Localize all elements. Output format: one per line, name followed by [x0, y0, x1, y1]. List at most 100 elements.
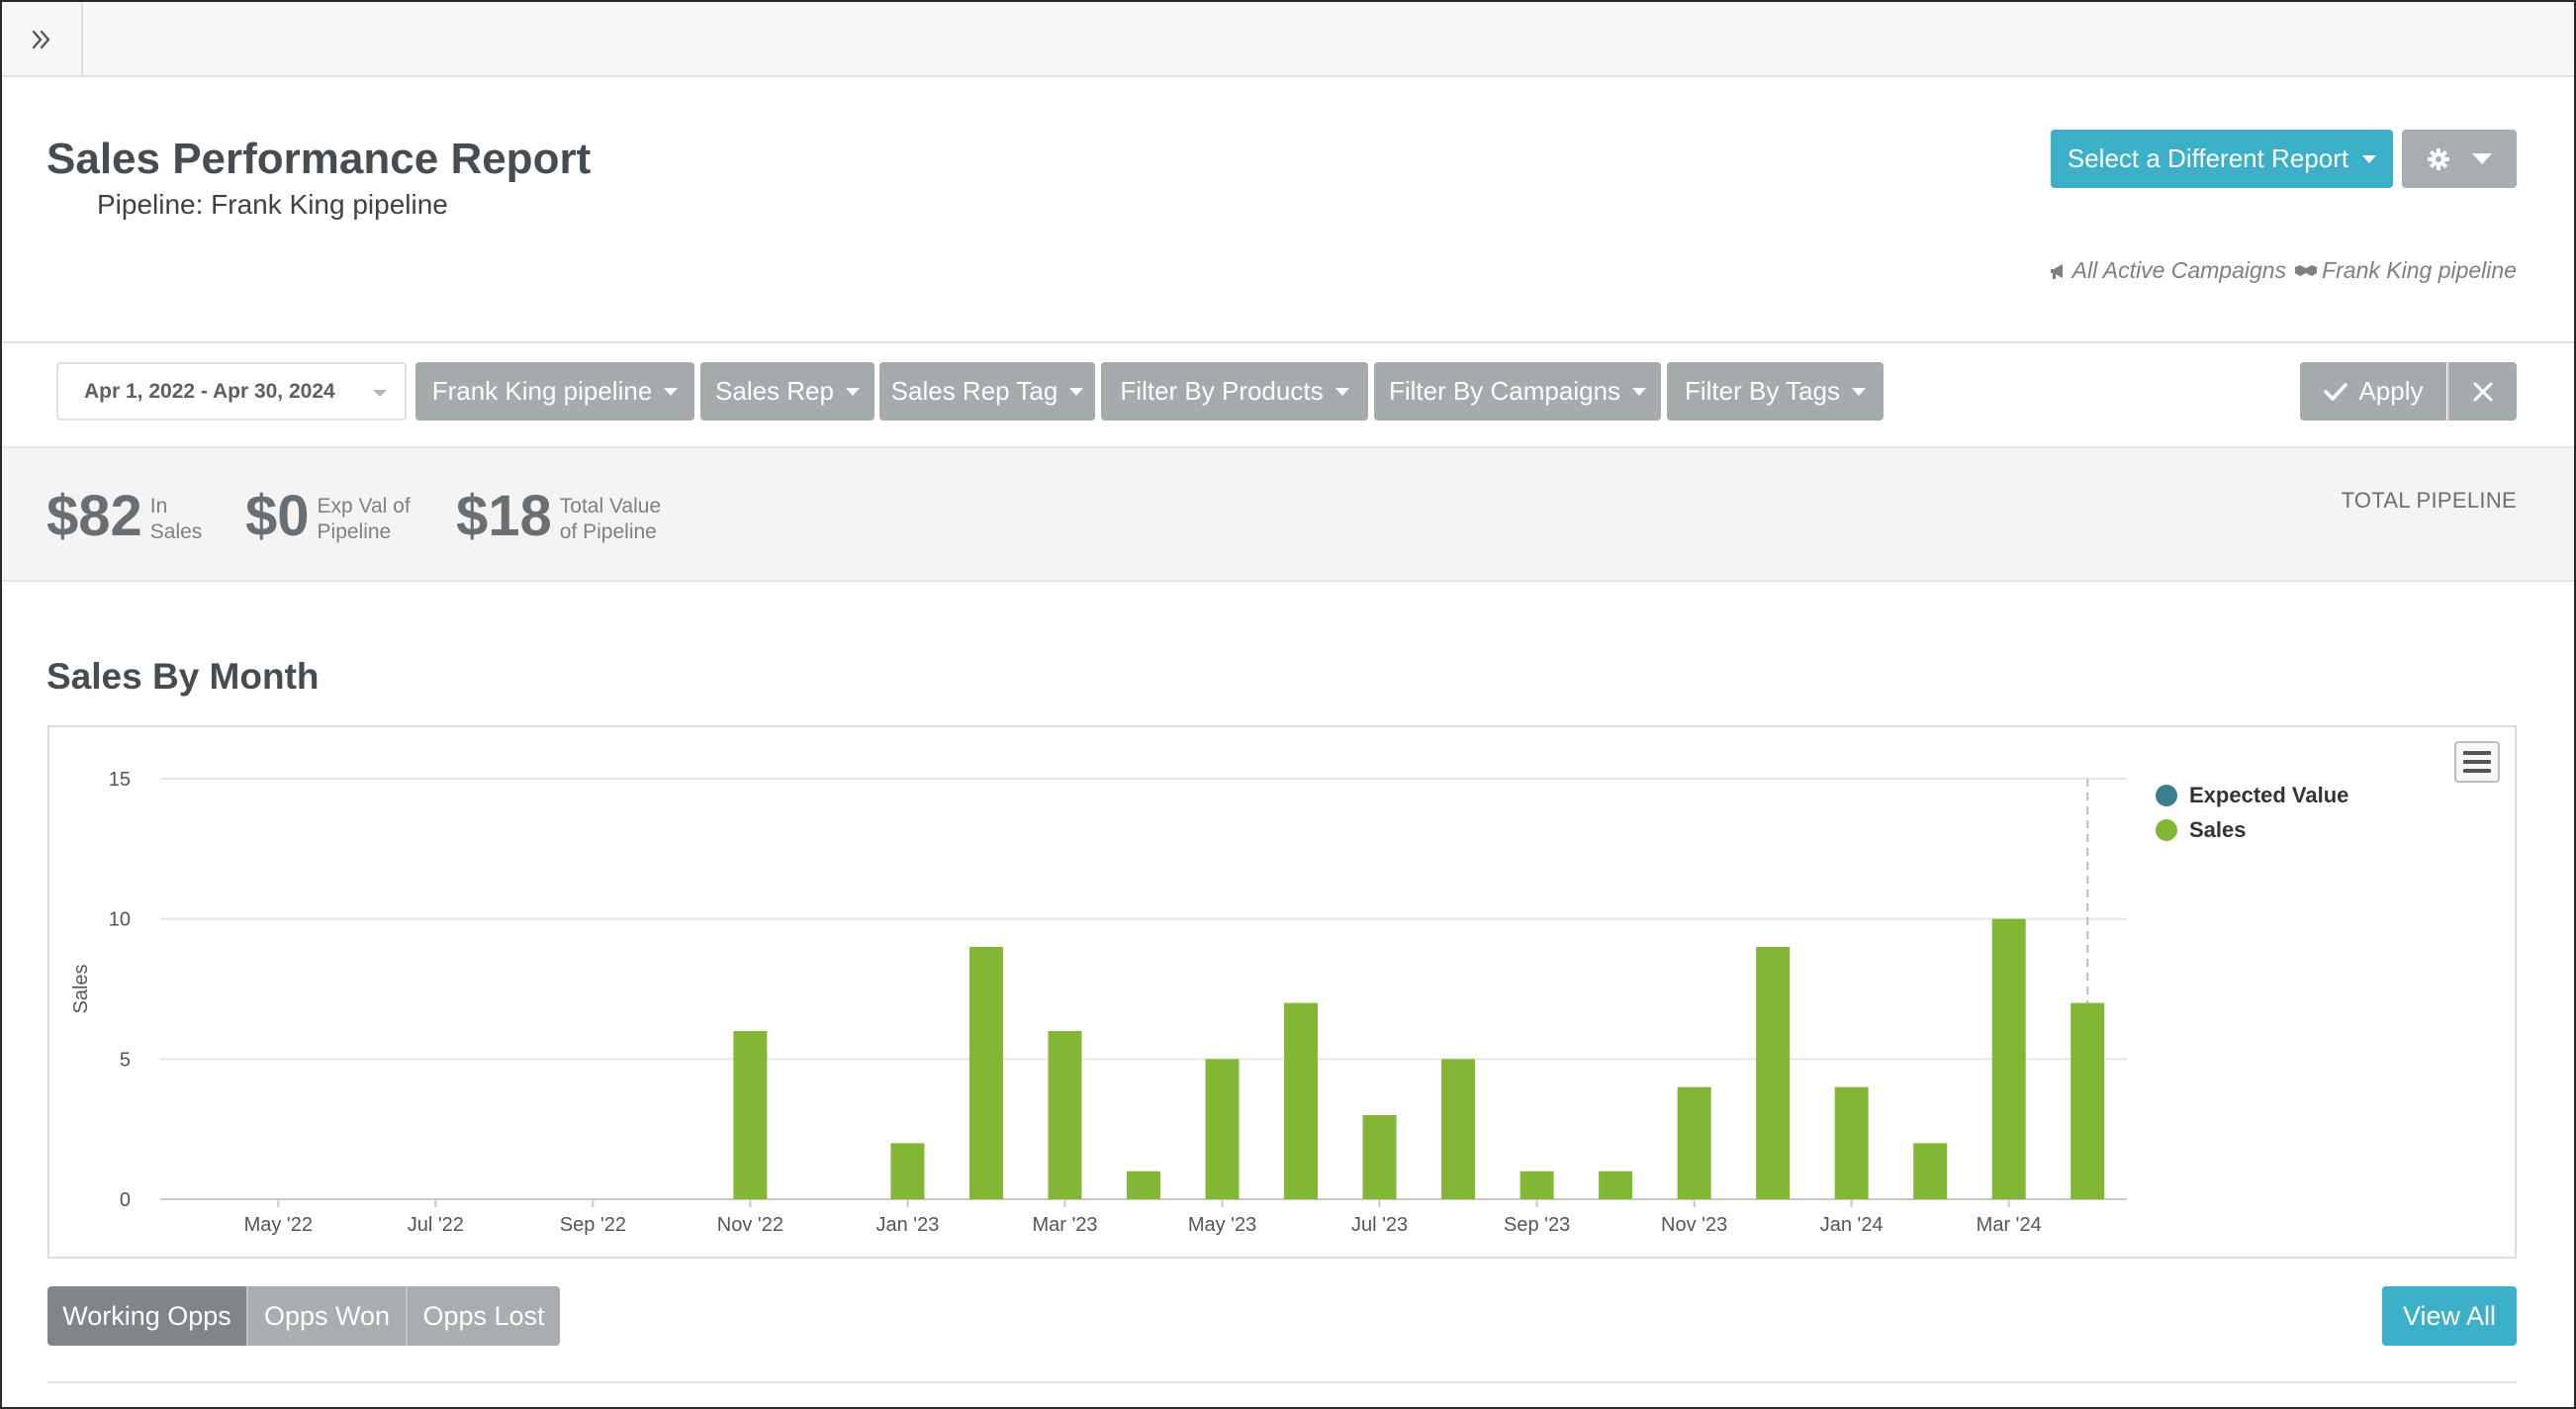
stat-value: $18 [456, 484, 552, 548]
tab-opps-won[interactable]: Opps Won [248, 1286, 408, 1346]
products-filter-button[interactable]: Filter By Products [1101, 362, 1368, 421]
legend-item-sales[interactable]: Sales [2156, 812, 2348, 847]
bar-sales [2070, 1002, 2105, 1199]
campaigns-filter-button[interactable]: Filter By Campaigns [1374, 362, 1661, 421]
x-tick-label: May '23 [1188, 1214, 1256, 1236]
divider [2, 341, 2574, 343]
double-chevron-right-icon [32, 30, 50, 49]
bar-sales [1205, 1059, 1240, 1199]
pipeline-context: Frank King pipeline [2322, 257, 2517, 283]
bar-sales [1756, 947, 1791, 1199]
bar-sales [1284, 1002, 1319, 1199]
caret-down-icon [1632, 387, 1647, 396]
bar-sales [1991, 918, 2026, 1199]
sales-by-month-chart: 0 5 10 15 Sales May '22 Jul '22 Sep '22 Nov '22 J… [47, 725, 2517, 1259]
bar-sales [1362, 1115, 1397, 1199]
caret-down-icon [2472, 153, 2492, 164]
stat-value: $0 [245, 484, 310, 548]
x-tick-label: Jan '23 [876, 1214, 940, 1236]
bar-sales [1599, 1171, 1633, 1199]
select-report-label: Select a Different Report [2067, 143, 2349, 173]
chart-menu-button[interactable] [2454, 741, 2500, 783]
y-tick-label: 5 [120, 1049, 131, 1071]
view-all-button[interactable]: View All [2382, 1286, 2517, 1346]
campaigns-context: All Active Campaigns [2071, 257, 2287, 283]
select-report-button[interactable]: Select a Different Report [2051, 130, 2393, 188]
bar-sales [1441, 1059, 1476, 1199]
x-tick-label: Sep '23 [1504, 1214, 1570, 1236]
bar-sales [733, 1031, 768, 1199]
legend-label: Expected Value [2189, 782, 2349, 807]
apply-button[interactable]: Apply [2300, 362, 2446, 421]
x-tick-label: May '22 [244, 1214, 313, 1236]
bar-sales [890, 1143, 925, 1199]
stat-exp-val: $0 Exp Val of Pipeline [245, 488, 411, 546]
sales-rep-tag-filter-label: Sales Rep Tag [890, 376, 1058, 406]
close-icon [2473, 382, 2493, 401]
legend-item-expected-value[interactable]: Expected Value [2156, 778, 2348, 812]
date-range-value: Apr 1, 2022 - Apr 30, 2024 [84, 379, 335, 403]
summary-band: $82 In Sales $0 Exp Val of Pipeline $18 To… [2, 446, 2574, 582]
divider [47, 1381, 2517, 1383]
bar-sales [968, 947, 1003, 1199]
tab-working-opps[interactable]: Working Opps [47, 1286, 248, 1346]
bar-sales [1834, 1086, 1869, 1199]
caret-down-icon [1069, 387, 1084, 396]
tab-opps-lost[interactable]: Opps Lost [408, 1286, 560, 1346]
bar-sales [1677, 1086, 1711, 1199]
check-icon [2324, 382, 2348, 401]
tags-filter-button[interactable]: Filter By Tags [1667, 362, 1884, 421]
page-subtitle: Pipeline: Frank King pipeline [97, 189, 448, 220]
clear-filters-button[interactable] [2447, 362, 2517, 421]
hamburger-icon-line [2463, 751, 2491, 755]
stat-value: $82 [46, 484, 142, 548]
page-title: Sales Performance Report [46, 135, 592, 183]
y-axis-label: Sales [70, 964, 92, 1013]
gear-icon [2428, 147, 2449, 170]
x-tick-label: Jul '22 [408, 1214, 464, 1236]
chart-legend: Expected Value Sales [2156, 778, 2348, 847]
stat-total-value: $18 Total Value of Pipeline [456, 488, 661, 546]
stat-label: In Sales [149, 495, 203, 544]
y-tick-label: 0 [120, 1189, 131, 1211]
date-range-picker[interactable]: Apr 1, 2022 - Apr 30, 2024 [56, 362, 407, 421]
stat-label: Total Value of Pipeline [559, 495, 662, 544]
settings-dropdown-button[interactable] [2402, 130, 2517, 188]
opps-tabs: Working Opps Opps Won Opps Lost [47, 1286, 560, 1346]
caret-down-icon [2362, 154, 2377, 163]
handshake-icon [2295, 264, 2318, 276]
chart-section-title: Sales By Month [46, 656, 320, 697]
x-tick-label: Jul '23 [1351, 1214, 1408, 1236]
caret-down-icon [373, 390, 387, 397]
bar-sales [1048, 1031, 1082, 1199]
legend-label: Sales [2189, 816, 2247, 842]
pipeline-filter-button[interactable]: Frank King pipeline [415, 362, 694, 421]
sales-rep-tag-filter-button[interactable]: Sales Rep Tag [879, 362, 1095, 421]
y-tick-label: 15 [109, 769, 131, 791]
y-tick-label: 10 [109, 909, 131, 931]
hamburger-icon-line [2463, 769, 2491, 773]
chart-svg: 0 5 10 15 Sales May '22 Jul '22 Sep '22 Nov '22 J… [70, 769, 2127, 1236]
total-pipeline-label: TOTAL PIPELINE [2341, 488, 2517, 513]
x-tick-label: Jan '24 [1820, 1214, 1884, 1236]
products-filter-label: Filter By Products [1120, 376, 1324, 406]
bar-sales [1913, 1143, 1948, 1199]
x-tick-label: Sep '22 [560, 1214, 626, 1236]
caret-down-icon [1852, 387, 1866, 396]
bar-sales [1127, 1171, 1160, 1199]
sales-rep-filter-button[interactable]: Sales Rep [700, 362, 874, 421]
stat-in-sales: $82 In Sales [46, 488, 202, 546]
sales-rep-filter-label: Sales Rep [715, 376, 834, 406]
megaphone-icon [2050, 263, 2063, 279]
caret-down-icon [1334, 387, 1349, 396]
expand-sidebar-button[interactable] [2, 2, 83, 77]
x-tick-label: Mar '23 [1032, 1214, 1097, 1236]
legend-marker [2156, 784, 2177, 806]
top-bar [2, 2, 2574, 77]
caret-down-icon [845, 387, 860, 396]
legend-marker [2156, 818, 2177, 841]
x-tick-label: Mar '24 [1977, 1214, 2042, 1236]
x-tick-label: Nov '23 [1661, 1214, 1727, 1236]
x-tick-label: Nov '22 [717, 1214, 783, 1236]
